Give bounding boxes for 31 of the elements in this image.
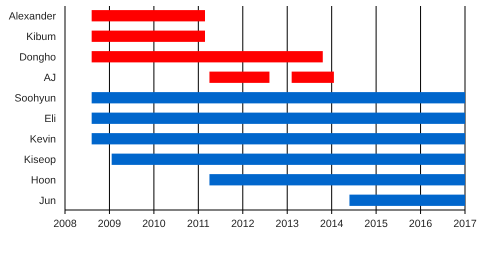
y-tick-label: Alexander: [8, 10, 57, 22]
bar: [209, 174, 465, 186]
x-tick-label: 2012: [231, 218, 255, 230]
bar: [349, 194, 465, 206]
x-tick-label: 2008: [53, 218, 77, 230]
y-tick-label: Kiseop: [24, 154, 56, 166]
x-tick-label: 2011: [187, 218, 210, 230]
x-tick-label: 2017: [453, 218, 477, 230]
x-tick-label: 2014: [320, 218, 344, 230]
bar: [292, 72, 334, 83]
bar: [92, 133, 465, 144]
bar: [92, 10, 205, 22]
bar: [112, 154, 465, 165]
bar: [92, 51, 323, 62]
x-tick-label: 2009: [98, 218, 122, 230]
x-tick-label: 2015: [364, 218, 388, 230]
bar: [92, 92, 465, 104]
bar: [92, 112, 465, 124]
y-tick-label: Kevin: [30, 133, 56, 146]
x-tick-label: 2010: [142, 218, 166, 230]
y-tick-label: Eli: [44, 112, 56, 125]
x-tick-label: 2016: [408, 218, 432, 230]
y-tick-label: Kibum: [26, 30, 56, 43]
y-tick-label: Jun: [39, 194, 56, 207]
bar: [209, 72, 270, 83]
y-tick-label: Dongho: [19, 51, 56, 64]
y-tick-label: Hoon: [30, 174, 56, 186]
y-tick-label: AJ: [44, 72, 56, 84]
bar: [92, 30, 205, 42]
y-tick-label: Soohyun: [14, 92, 56, 104]
x-tick-label: 2013: [276, 218, 300, 230]
